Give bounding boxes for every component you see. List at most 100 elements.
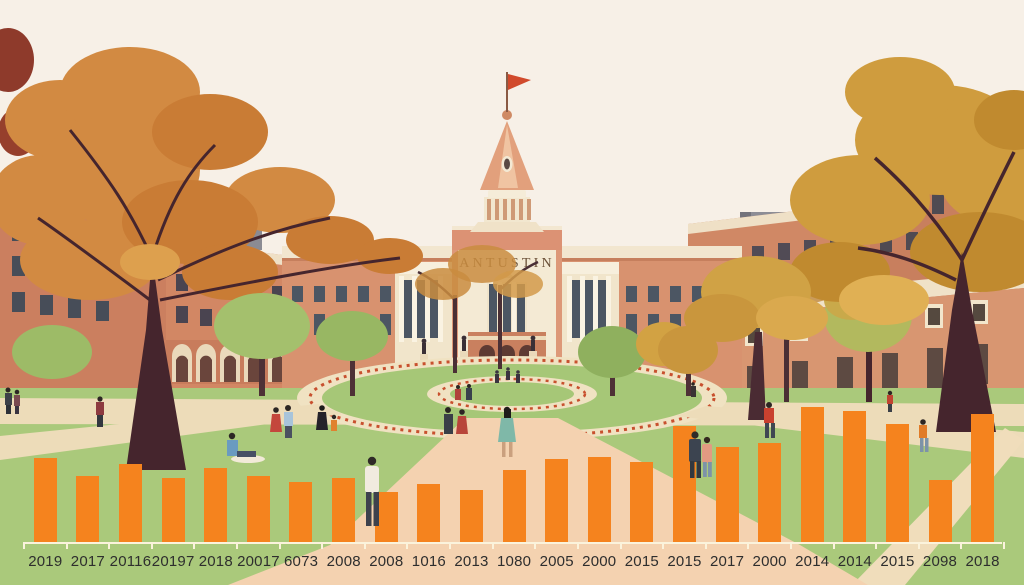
bar — [758, 443, 782, 542]
person-walking — [919, 419, 929, 452]
bar-column — [748, 402, 791, 542]
x-axis-label: 2019 — [28, 553, 63, 570]
flower-ring — [308, 358, 716, 438]
bar — [161, 478, 185, 542]
bar — [246, 476, 270, 542]
x-axis-label: 2014 — [795, 553, 830, 570]
bar — [971, 414, 995, 542]
flag — [508, 74, 531, 90]
bar-column — [621, 402, 664, 542]
x-axis-label: 2015 — [624, 553, 659, 570]
bar — [417, 484, 441, 542]
bar-chart: 2019 2017 20116 20197 2018 20017 6073 2008 2008 1… — [23, 402, 1005, 582]
bar-column — [450, 402, 493, 542]
x-axis-label: 2015 — [667, 553, 702, 570]
bar-column — [152, 402, 195, 542]
person-couple — [270, 405, 293, 438]
axis-tick — [363, 542, 366, 549]
person — [316, 405, 328, 430]
person-couple — [444, 407, 468, 434]
x-axis-label: 1080 — [496, 553, 532, 570]
bar-column — [322, 402, 365, 542]
bar — [502, 470, 526, 542]
x-axis-label: 20017 — [237, 553, 280, 570]
bar — [928, 480, 952, 542]
x-axis-labels: 2019 2017 20116 20197 2018 20017 6073 2008 2008 1… — [24, 553, 1004, 570]
golden-tree-right — [790, 57, 1024, 432]
bar-column — [834, 402, 877, 542]
axis-tick — [534, 542, 537, 549]
bar-column — [194, 402, 237, 542]
x-axis-label: 2098 — [922, 553, 958, 570]
bar-column — [535, 402, 578, 542]
x-axis-label: 6073 — [284, 553, 319, 570]
axis-tick — [321, 542, 324, 549]
bar — [459, 490, 483, 542]
people — [5, 367, 929, 463]
axis-tick — [747, 542, 750, 549]
bar-column — [109, 402, 152, 542]
bar — [332, 478, 356, 542]
axis-tick — [406, 542, 409, 549]
tree-trunk — [936, 252, 996, 432]
axis-tick — [917, 542, 920, 549]
axis-tick — [619, 542, 622, 549]
x-axis-label: 2018 — [198, 553, 233, 570]
axis-tick — [704, 542, 707, 549]
bar-column — [24, 402, 67, 542]
person-walking — [764, 402, 775, 438]
axis-tick — [789, 542, 792, 549]
x-axis-line — [24, 542, 1002, 544]
person-child — [331, 414, 337, 431]
trees — [0, 28, 1024, 470]
bar — [587, 457, 611, 542]
axis-tick — [193, 542, 196, 549]
x-axis-label: 20116 — [109, 553, 152, 570]
axis-tick — [449, 542, 452, 549]
bar — [800, 407, 824, 542]
bar — [715, 447, 739, 542]
bar-column — [237, 402, 280, 542]
bar-column — [663, 402, 706, 542]
axis-tick — [1003, 542, 1005, 549]
bar — [33, 458, 57, 542]
bar-column — [961, 402, 1004, 542]
bar-column — [67, 402, 110, 542]
bar-column — [365, 402, 408, 542]
person — [14, 389, 20, 414]
axis-tick — [23, 542, 25, 549]
person — [887, 390, 893, 412]
x-axis-label: 2008 — [369, 553, 404, 570]
autumn-tree-left — [0, 28, 423, 470]
tree-trunk — [126, 255, 186, 470]
x-axis-label: 2000 — [582, 553, 617, 570]
golden-tree-mid — [684, 256, 828, 420]
person-sitting — [227, 432, 265, 463]
bar — [672, 426, 696, 542]
bar-column — [407, 402, 450, 542]
x-axis-label: 2018 — [965, 553, 1000, 570]
x-axis-label: 2005 — [539, 553, 574, 570]
person — [96, 396, 104, 427]
axis-tick — [108, 542, 111, 549]
x-axis-label: 1016 — [411, 553, 446, 570]
x-axis-label: 2014 — [837, 553, 872, 570]
axis-tick — [662, 542, 665, 549]
bar — [119, 464, 143, 542]
bar — [76, 476, 100, 542]
axis-tick — [65, 542, 68, 549]
bar-column — [578, 402, 621, 542]
axis-tick — [875, 542, 878, 549]
bar — [885, 424, 909, 542]
axis-tick — [491, 542, 494, 549]
x-axis-label: 2017 — [709, 553, 745, 570]
bar — [545, 459, 569, 542]
bar — [630, 462, 654, 542]
bar — [289, 482, 313, 542]
axis-tick — [832, 542, 835, 549]
axis-tick — [236, 542, 239, 549]
bar-column — [919, 402, 962, 542]
chart-bars — [24, 402, 1004, 542]
x-axis-label: 2017 — [70, 553, 105, 570]
